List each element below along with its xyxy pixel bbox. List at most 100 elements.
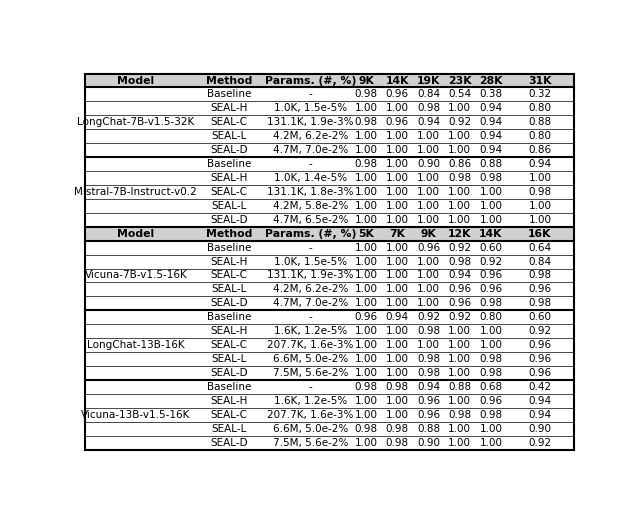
Text: 1.00: 1.00 [355,215,378,225]
Text: Params. (#, %): Params. (#, %) [265,76,356,85]
Text: 0.92: 0.92 [529,326,552,336]
Text: SEAL-C: SEAL-C [211,270,247,281]
Text: 1.00: 1.00 [448,103,471,114]
Text: 0.80: 0.80 [529,103,552,114]
Text: 0.98: 0.98 [479,173,502,183]
Text: 1.00: 1.00 [448,215,471,225]
Text: 1.00: 1.00 [479,215,502,225]
Text: Mistral-7B-Instruct-v0.2: Mistral-7B-Instruct-v0.2 [74,187,197,197]
Text: 0.94: 0.94 [386,312,409,322]
Bar [85,227,573,241]
Text: 0.96: 0.96 [448,298,471,308]
Text: 1.00: 1.00 [386,326,409,336]
Text: 131.1K, 1.8e-3%: 131.1K, 1.8e-3% [268,187,354,197]
Text: 1.00: 1.00 [448,437,471,448]
Text: 5K: 5K [358,229,374,238]
Text: 0.92: 0.92 [448,243,471,252]
Text: Baseline: Baseline [207,89,251,99]
Text: 131.1K, 1.9e-3%: 131.1K, 1.9e-3% [268,117,354,127]
Text: 1.0K, 1.5e-5%: 1.0K, 1.5e-5% [274,103,348,114]
Text: 0.90: 0.90 [529,424,552,434]
Text: 0.94: 0.94 [417,382,440,392]
Text: 0.96: 0.96 [417,396,440,406]
Text: SEAL-L: SEAL-L [211,131,246,141]
Text: 1.00: 1.00 [355,284,378,295]
Text: 1.00: 1.00 [417,187,440,197]
Text: 0.98: 0.98 [386,424,409,434]
Text: 16K: 16K [528,229,552,238]
Text: 0.96: 0.96 [479,396,502,406]
Text: 0.94: 0.94 [529,396,552,406]
Text: 1.00: 1.00 [417,131,440,141]
Text: 0.98: 0.98 [417,368,440,378]
Text: 1.00: 1.00 [355,131,378,141]
Text: 0.68: 0.68 [479,382,502,392]
Text: Model: Model [117,76,154,85]
Text: 0.84: 0.84 [417,89,440,99]
Text: 0.94: 0.94 [529,159,552,169]
Text: 0.94: 0.94 [479,117,502,127]
Text: 1.00: 1.00 [417,256,440,267]
Text: 1.6K, 1.2e-5%: 1.6K, 1.2e-5% [274,396,348,406]
Text: 131.1K, 1.9e-3%: 131.1K, 1.9e-3% [268,270,354,281]
Text: SEAL-C: SEAL-C [211,187,247,197]
Text: 0.42: 0.42 [529,382,552,392]
Text: 28K: 28K [479,76,502,85]
Text: 0.96: 0.96 [417,243,440,252]
Text: 1.00: 1.00 [448,354,471,364]
Text: 1.00: 1.00 [479,326,502,336]
Text: 1.00: 1.00 [386,173,409,183]
Text: 1.00: 1.00 [355,396,378,406]
Text: 0.98: 0.98 [355,159,378,169]
Text: 4.2M, 5.8e-2%: 4.2M, 5.8e-2% [273,201,348,211]
Text: 0.96: 0.96 [529,354,552,364]
Text: LongChat-7B-v1.5-32K: LongChat-7B-v1.5-32K [77,117,195,127]
Text: 1.00: 1.00 [386,243,409,252]
Text: 19K: 19K [417,76,440,85]
Text: 0.92: 0.92 [479,256,502,267]
Text: 1.00: 1.00 [355,340,378,350]
Text: 1.00: 1.00 [417,284,440,295]
Text: Vicuna-13B-v1.5-16K: Vicuna-13B-v1.5-16K [81,410,191,420]
Text: 0.90: 0.90 [417,437,440,448]
Text: 0.94: 0.94 [479,131,502,141]
Text: 0.94: 0.94 [448,270,471,281]
Text: 1.0K, 1.4e-5%: 1.0K, 1.4e-5% [274,173,348,183]
Text: 0.96: 0.96 [448,284,471,295]
Text: 1.00: 1.00 [529,173,552,183]
Text: 6.6M, 5.0e-2%: 6.6M, 5.0e-2% [273,424,348,434]
Text: 0.88: 0.88 [417,424,440,434]
Text: SEAL-L: SEAL-L [211,201,246,211]
Text: -: - [308,89,312,99]
Text: 1.00: 1.00 [448,396,471,406]
Text: 7.5M, 5.6e-2%: 7.5M, 5.6e-2% [273,368,348,378]
Text: 0.98: 0.98 [479,410,502,420]
Text: 1.00: 1.00 [355,173,378,183]
Text: 1.00: 1.00 [386,131,409,141]
Text: SEAL-D: SEAL-D [210,145,248,155]
Text: 0.98: 0.98 [386,382,409,392]
Text: SEAL-L: SEAL-L [211,284,246,295]
Text: 1.00: 1.00 [386,284,409,295]
Text: 1.00: 1.00 [355,145,378,155]
Text: Baseline: Baseline [207,312,251,322]
Text: SEAL-H: SEAL-H [210,173,248,183]
Text: 0.98: 0.98 [417,354,440,364]
Text: SEAL-D: SEAL-D [210,298,248,308]
Text: SEAL-D: SEAL-D [210,437,248,448]
Text: 1.00: 1.00 [417,270,440,281]
Text: 1.00: 1.00 [355,368,378,378]
Text: 0.32: 0.32 [529,89,552,99]
Text: 0.94: 0.94 [529,410,552,420]
Text: 1.00: 1.00 [355,256,378,267]
Text: 1.00: 1.00 [448,424,471,434]
Text: SEAL-H: SEAL-H [210,326,248,336]
Text: 7K: 7K [389,229,405,238]
Text: 207.7K, 1.6e-3%: 207.7K, 1.6e-3% [268,340,354,350]
Text: 1.00: 1.00 [386,145,409,155]
Text: Baseline: Baseline [207,243,251,252]
Text: Vicuna-7B-v1.5-16K: Vicuna-7B-v1.5-16K [84,270,187,281]
Text: 1.00: 1.00 [386,298,409,308]
Text: 1.00: 1.00 [479,424,502,434]
Text: -: - [308,382,312,392]
